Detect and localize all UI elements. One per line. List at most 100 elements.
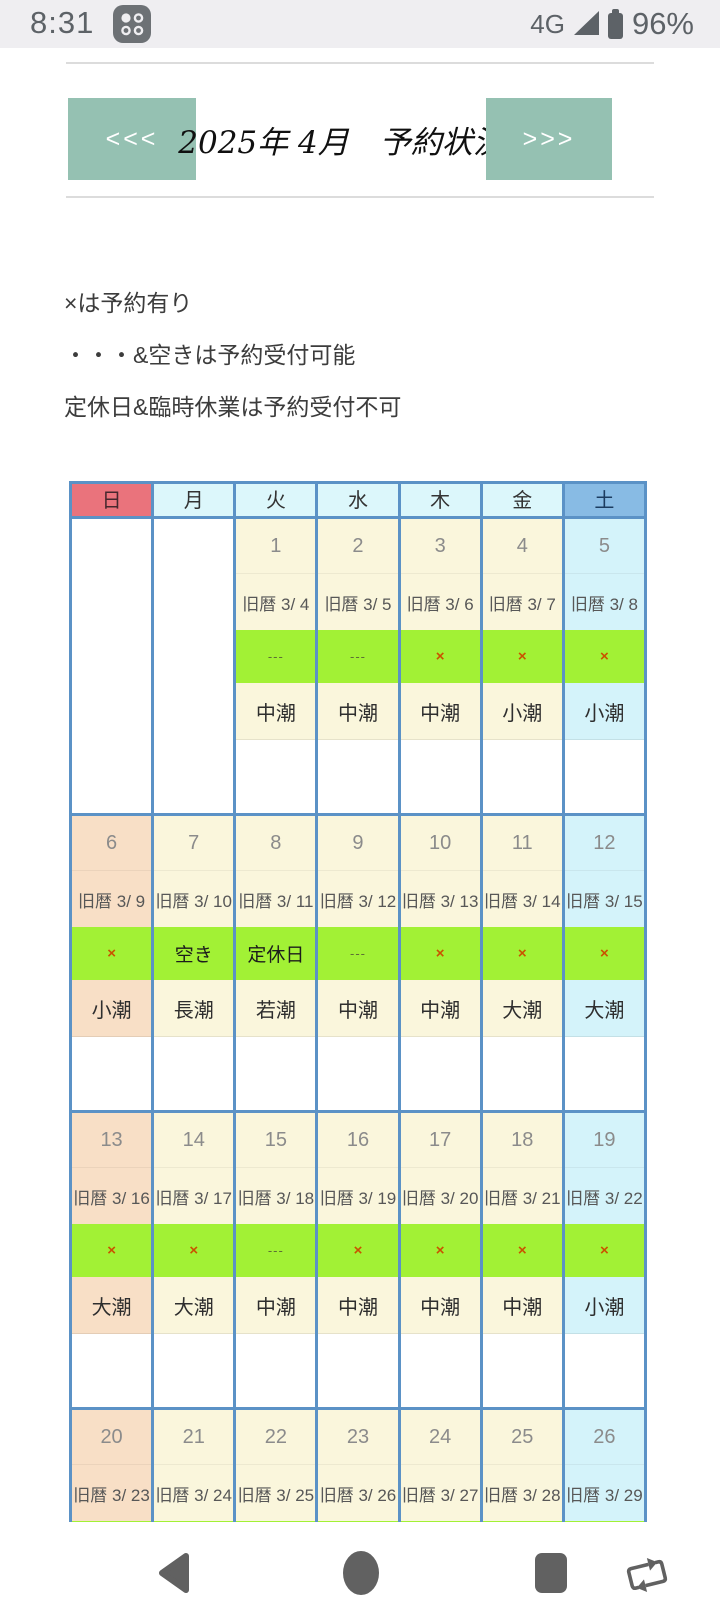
note-area xyxy=(236,1037,316,1110)
note-area xyxy=(400,740,480,813)
day-number: 23 xyxy=(318,1410,398,1465)
status-label: × xyxy=(517,1242,527,1259)
day-header-wed: 水 xyxy=(315,481,401,519)
note-area xyxy=(154,1037,234,1110)
day-cell-10: 10 旧暦 3/ 13 × 中潮 xyxy=(397,813,483,1113)
day-status[interactable]: × xyxy=(482,630,562,683)
kyureki-date: 旧暦 3/ 23 xyxy=(72,1465,152,1521)
day-status[interactable] xyxy=(318,1521,398,1522)
status-label: --- xyxy=(349,946,366,961)
status-label: × xyxy=(435,945,445,962)
status-label: --- xyxy=(349,649,366,664)
day-number: 8 xyxy=(236,816,316,871)
day-number: 6 xyxy=(72,816,152,871)
status-label: 定休日 xyxy=(247,945,305,966)
kyureki-date: 旧暦 3/ 27 xyxy=(400,1465,480,1521)
day-status[interactable]: × xyxy=(72,927,152,980)
day-number: 25 xyxy=(482,1410,562,1465)
note-area xyxy=(482,1037,562,1110)
day-status[interactable]: × xyxy=(400,927,480,980)
day-number: 9 xyxy=(318,816,398,871)
day-status[interactable]: × xyxy=(482,1224,562,1277)
recents-icon[interactable] xyxy=(534,1552,568,1594)
day-number: 15 xyxy=(236,1113,316,1168)
tide-label: 中潮 xyxy=(482,1277,562,1334)
note-area xyxy=(564,1037,644,1110)
status-label: × xyxy=(189,1242,199,1259)
note-area xyxy=(564,1334,644,1407)
tide-label: 中潮 xyxy=(400,1277,480,1334)
next-month-button[interactable]: >>> xyxy=(486,98,612,180)
day-status[interactable]: --- xyxy=(318,927,398,980)
day-status[interactable] xyxy=(400,1521,480,1522)
day-header-tue: 火 xyxy=(233,481,319,519)
back-icon[interactable] xyxy=(158,1552,190,1594)
tide-label: 大潮 xyxy=(482,980,562,1037)
top-divider xyxy=(66,62,654,64)
day-status[interactable]: × xyxy=(564,927,644,980)
day-status[interactable] xyxy=(482,1521,562,1522)
day-cell-22: 22 旧暦 3/ 25 xyxy=(233,1407,319,1522)
day-status[interactable]: × xyxy=(564,1224,644,1277)
day-header-sat: 土 xyxy=(561,481,648,519)
day-status[interactable]: × xyxy=(72,1224,152,1277)
day-status[interactable]: × xyxy=(154,1224,234,1277)
day-cell-12: 12 旧暦 3/ 15 × 大潮 xyxy=(561,813,648,1113)
day-cell-17: 17 旧暦 3/ 20 × 中潮 xyxy=(397,1110,483,1410)
tide-label: 中潮 xyxy=(318,980,398,1037)
day-number: 13 xyxy=(72,1113,152,1168)
status-bar: 8:31 4G 96% xyxy=(0,0,720,48)
day-status[interactable]: --- xyxy=(236,630,316,683)
signal-strength-icon xyxy=(573,10,599,35)
kyureki-date: 旧暦 3/ 19 xyxy=(318,1168,398,1224)
day-number: 14 xyxy=(154,1113,234,1168)
day-status[interactable]: 定休日 xyxy=(236,927,316,980)
page-title: 2025年 4月 予約状況 xyxy=(178,124,504,161)
status-label: × xyxy=(353,1242,363,1259)
kyureki-date: 旧暦 3/ 5 xyxy=(318,574,398,630)
day-status[interactable] xyxy=(236,1521,316,1522)
day-number: 12 xyxy=(564,816,644,871)
kyureki-date: 旧暦 3/ 24 xyxy=(154,1465,234,1521)
day-number: 18 xyxy=(482,1113,562,1168)
kyureki-date: 旧暦 3/ 16 xyxy=(72,1168,152,1224)
header-divider xyxy=(66,196,654,198)
day-cell-23: 23 旧暦 3/ 26 xyxy=(315,1407,401,1522)
note-area xyxy=(482,740,562,813)
note-area xyxy=(72,1037,152,1110)
status-label: × xyxy=(107,1242,116,1259)
day-status[interactable]: --- xyxy=(236,1224,316,1277)
day-status[interactable]: × xyxy=(400,1224,480,1277)
empty-day-cell xyxy=(69,516,155,816)
note-area xyxy=(236,740,316,813)
prev-month-button[interactable]: <<< xyxy=(68,98,196,180)
day-cell-1: 1 旧暦 3/ 4 --- 中潮 xyxy=(233,516,319,816)
day-status[interactable]: × xyxy=(564,630,644,683)
kyureki-date: 旧暦 3/ 7 xyxy=(482,574,562,630)
day-status[interactable]: × xyxy=(400,630,480,683)
note-area xyxy=(400,1037,480,1110)
kyureki-date: 旧暦 3/ 22 xyxy=(564,1168,644,1224)
tide-label: 若潮 xyxy=(236,980,316,1037)
day-status[interactable] xyxy=(72,1521,152,1522)
empty-day-cell xyxy=(151,516,237,816)
day-status[interactable]: --- xyxy=(318,630,398,683)
day-status[interactable]: × xyxy=(318,1224,398,1277)
day-cell-18: 18 旧暦 3/ 21 × 中潮 xyxy=(479,1110,565,1410)
day-status[interactable] xyxy=(564,1521,644,1522)
home-icon[interactable] xyxy=(342,1550,380,1596)
day-status[interactable] xyxy=(154,1521,234,1522)
status-label: × xyxy=(107,945,116,962)
kyureki-date: 旧暦 3/ 29 xyxy=(564,1465,644,1521)
note-area xyxy=(318,1334,398,1407)
day-header-thu: 木 xyxy=(397,481,483,519)
rotate-screen-icon[interactable] xyxy=(623,1554,671,1596)
status-label: × xyxy=(600,945,609,962)
tide-label: 中潮 xyxy=(236,1277,316,1334)
day-status[interactable]: × xyxy=(482,927,562,980)
tide-label: 大潮 xyxy=(154,1277,234,1334)
day-status[interactable]: 空き xyxy=(154,927,234,980)
calendar-viewport: 日月火水木金土 1 旧暦 3/ 4 --- 中潮 2 旧暦 3/ 5 --- 中潮 3 旧暦 3/ … xyxy=(69,481,653,1522)
kyureki-date: 旧暦 3/ 14 xyxy=(482,871,562,927)
kyureki-date: 旧暦 3/ 12 xyxy=(318,871,398,927)
